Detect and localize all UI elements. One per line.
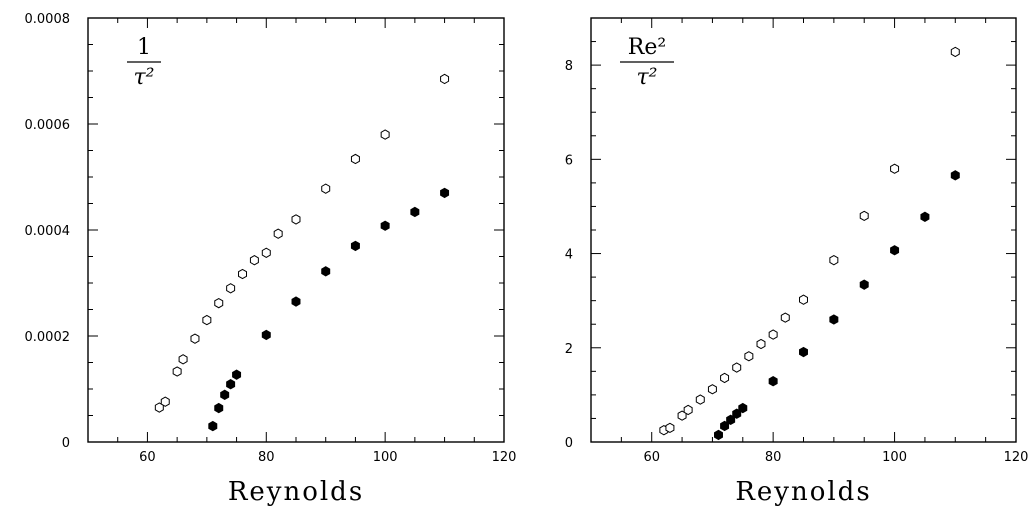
data-point-open bbox=[249, 255, 259, 266]
data-point-filled bbox=[350, 240, 360, 252]
data-point-filled bbox=[380, 220, 390, 231]
data-point-open bbox=[707, 384, 717, 395]
data-point-filled bbox=[714, 429, 723, 441]
data-point-filled bbox=[232, 369, 242, 380]
data-point-filled bbox=[799, 346, 808, 358]
panel-label-denominator: τ² bbox=[637, 65, 658, 90]
y-tick-label: 2 bbox=[565, 342, 573, 357]
y-tick-label: 6 bbox=[565, 153, 573, 168]
panel-1: 60 80 100 120 0 0.0002 0.0004 0.0006 0.0008 Reyno… bbox=[25, 12, 517, 507]
y-tick-label: 0.0006 bbox=[25, 118, 71, 133]
data-point-open bbox=[160, 396, 170, 407]
data-point-open bbox=[780, 312, 790, 323]
data-point-open bbox=[732, 362, 742, 373]
panel-label: 1 τ² bbox=[127, 35, 161, 90]
x-tick-label: 120 bbox=[492, 450, 517, 465]
data-point-filled bbox=[738, 402, 748, 414]
data-point-open bbox=[261, 247, 271, 258]
data-point-open bbox=[950, 46, 960, 58]
data-point-filled bbox=[208, 420, 218, 432]
data-point-filled bbox=[768, 376, 778, 387]
data-point-open bbox=[226, 283, 236, 294]
panel-label: Re² τ² bbox=[620, 35, 674, 90]
y-tick-label: 4 bbox=[565, 248, 573, 263]
x-axis-label: Reynolds bbox=[228, 477, 364, 507]
data-point-filled bbox=[291, 296, 301, 307]
data-point-filled bbox=[890, 245, 900, 256]
data-point-open bbox=[178, 354, 188, 365]
data-point-open bbox=[665, 422, 675, 434]
x-tick-label: 60 bbox=[139, 450, 156, 465]
data-point-open bbox=[380, 129, 390, 140]
panel-2: 60 80 100 120 0 2 4 6 8 Reynolds Re² τ² bbox=[565, 17, 1029, 507]
data-point-open bbox=[720, 372, 730, 384]
y-tick-label: 8 bbox=[565, 59, 573, 74]
data-point-filled bbox=[226, 379, 236, 390]
x-tick-label: 100 bbox=[882, 450, 907, 465]
panel-label-numerator: 1 bbox=[137, 35, 151, 60]
data-point-open bbox=[350, 153, 360, 165]
data-point-open bbox=[202, 314, 212, 326]
data-point-open bbox=[744, 351, 754, 362]
x-tick-label: 120 bbox=[1004, 450, 1029, 465]
x-axis-label: Reynolds bbox=[735, 477, 871, 507]
data-point-open bbox=[238, 268, 247, 280]
data-point-open bbox=[756, 338, 766, 350]
data-point-filled bbox=[410, 206, 420, 218]
data-point-filled bbox=[220, 389, 230, 401]
data-point-filled bbox=[321, 266, 331, 277]
data-point-open bbox=[291, 214, 301, 225]
data-point-open bbox=[695, 394, 705, 405]
data-point-open bbox=[172, 366, 182, 377]
y-tick-label: 0.0008 bbox=[25, 12, 71, 27]
x-tick-label: 100 bbox=[373, 450, 398, 465]
data-point-open bbox=[190, 333, 200, 344]
panel-label-denominator: τ² bbox=[134, 65, 155, 90]
data-point-filled bbox=[950, 170, 960, 181]
y-tick-label: 0 bbox=[565, 436, 573, 451]
y-tick-label: 0 bbox=[62, 436, 70, 451]
data-point-open bbox=[440, 73, 450, 85]
data-point-open bbox=[890, 163, 900, 174]
data-point-open bbox=[683, 404, 693, 416]
data-point-filled bbox=[859, 279, 869, 290]
data-point-open bbox=[859, 210, 869, 222]
data-point-filled bbox=[261, 329, 271, 341]
x-tick-label: 80 bbox=[765, 450, 782, 465]
data-point-open bbox=[829, 254, 839, 266]
data-point-filled bbox=[829, 314, 839, 325]
data-point-filled bbox=[920, 211, 930, 222]
y-tick-label: 0.0004 bbox=[25, 224, 71, 239]
data-point-filled bbox=[214, 402, 224, 414]
x-tick-label: 60 bbox=[643, 450, 660, 465]
data-point-open bbox=[768, 329, 778, 340]
data-point-open bbox=[214, 297, 224, 309]
data-point-open bbox=[799, 294, 808, 305]
panel-label-numerator: Re² bbox=[628, 35, 666, 60]
data-point-open bbox=[273, 228, 283, 239]
y-tick-label: 0.0002 bbox=[25, 330, 71, 345]
x-tick-label: 80 bbox=[258, 450, 275, 465]
data-point-open bbox=[321, 183, 331, 194]
data-point-filled bbox=[440, 187, 450, 199]
